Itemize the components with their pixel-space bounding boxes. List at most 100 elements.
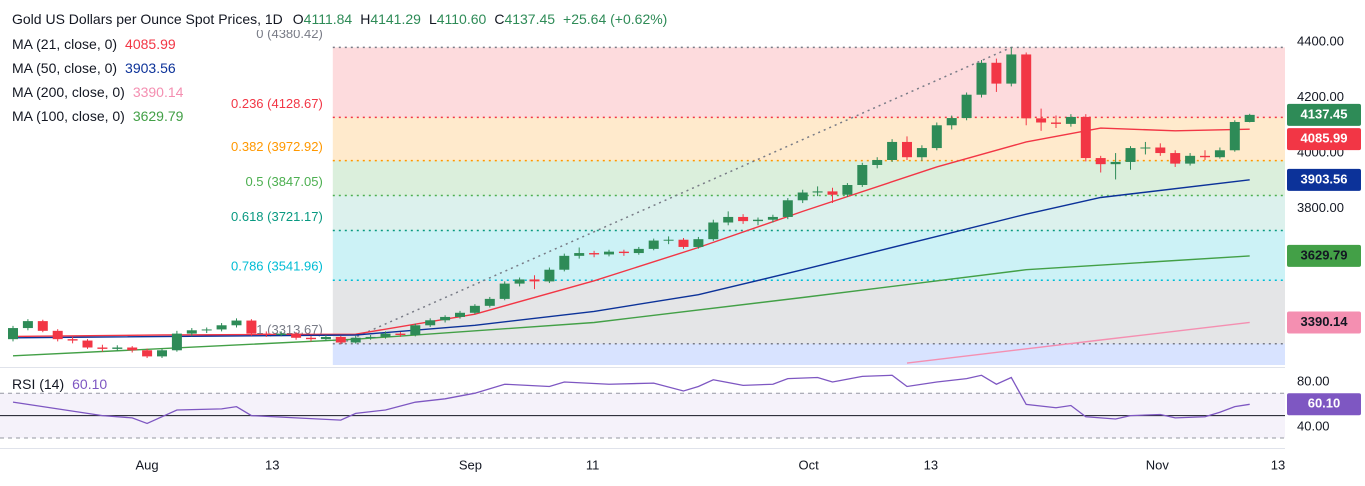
y-tick-label: 4200.00 [1297,89,1344,104]
candle-body [1200,155,1210,158]
rsi-pane [0,374,1285,439]
candle-body [916,148,927,158]
y-tick-label: 3800.00 [1297,200,1344,215]
fib-band [332,280,1285,344]
ma-legend-value: 4085.99 [125,36,176,52]
ohlc-key: C [494,11,504,27]
candle-body [1051,122,1061,124]
candle-body [767,216,778,220]
fib-band [332,117,1285,161]
candle-body [902,141,912,158]
candle-body [484,298,495,306]
y-tick-label: 4400.00 [1297,33,1344,48]
fib-band [332,160,1285,196]
rsi-legend-value: 60.10 [72,376,107,392]
rsi-badge [1287,393,1361,416]
candle-body [469,305,480,313]
price-badge-label: 3629.79 [1301,247,1348,262]
candle-body [171,333,182,351]
candle-body [1185,155,1196,164]
ma-legend-value: 3390.14 [133,84,184,100]
candle-body [931,125,942,149]
fib-label: 0.5 (3847.05) [245,174,322,189]
ma-legend-name: MA (200, close, 0) [12,84,125,100]
candle-body [276,333,287,335]
candle-body [365,336,376,338]
candle-body [604,251,614,255]
candle-body [22,321,33,329]
price-badge [1287,103,1361,126]
ma-legend-value: 3629.79 [133,108,184,124]
x-tick-label: Nov [1146,457,1170,472]
candle-body [857,165,868,185]
candle-body [797,192,808,201]
candle-body [663,239,674,241]
rsi-legend: RSI (14) 60.10 [12,376,107,392]
change: +25.64 (+0.62%) [563,11,667,27]
rsi-line [12,374,1250,425]
candle-body [8,328,18,340]
candle-body [1170,153,1181,164]
ma-legend: MA (50, close, 0) 3903.56 [12,60,176,76]
candle-body [1006,54,1017,84]
candle-body [97,347,108,349]
candle-body [291,333,302,338]
fib-label: 0.382 (3972.92) [231,139,323,154]
candle-body [1036,118,1047,123]
candle-body [127,347,138,351]
price-badge [1287,311,1361,334]
x-tick-label: 13 [265,457,279,472]
ma-legend: MA (200, close, 0) 3390.14 [12,84,184,100]
candle-body [976,62,987,95]
fib-label: 0 (4380.42) [256,26,323,41]
candle-body [1110,161,1121,165]
ohlc-value: 4111.84 [304,11,353,27]
candle-body [782,200,793,217]
candle-body [37,321,48,331]
candle-body [201,329,212,331]
candle-body [827,191,838,195]
candle-body [1095,158,1106,165]
candle-body [589,253,600,255]
ma-line [12,255,1250,357]
fib-label: 0.618 (3721.17) [231,209,323,224]
candle-body [1155,147,1166,154]
candle-body [410,325,421,335]
candle-body [455,312,465,317]
candle-body [559,255,570,270]
candle-body [67,339,78,341]
ohlc-value: 4110.60 [437,11,487,27]
ma-legend-name: MA (21, close, 0) [12,36,117,52]
fib-band [332,230,1285,281]
price-badge-label: 4085.99 [1301,131,1348,146]
price-badge-label: 4137.45 [1301,106,1348,121]
candle-body [842,185,853,195]
candle-body [231,320,242,326]
candle-body [723,216,734,223]
ohlc-key: O [293,11,304,27]
candle-body [738,216,749,222]
rsi-legend-name: RSI (14) [12,376,64,392]
ma-legend: MA (100, close, 0) 3629.79 [12,108,184,124]
candle-body [1229,121,1240,151]
candle-body [425,320,436,326]
candle-body [216,325,227,330]
fib-label: 1 (3313.67) [256,322,323,337]
candle-body [678,239,689,247]
candle-body [812,191,823,193]
candle-body [350,337,361,343]
candle-body [320,336,331,340]
candle-body [648,240,659,249]
candle-body [1065,116,1076,124]
candle-body [112,347,123,349]
candle-body [1021,54,1032,119]
candle-body [574,253,585,256]
candle-body [946,118,957,126]
price-badge [1287,244,1361,267]
x-tick-label: 13 [924,457,938,472]
candle-body [991,62,1002,84]
price-badge-label: 3903.56 [1301,171,1348,186]
candle-body [1214,150,1225,158]
price-badge-label: 3390.14 [1301,314,1349,329]
